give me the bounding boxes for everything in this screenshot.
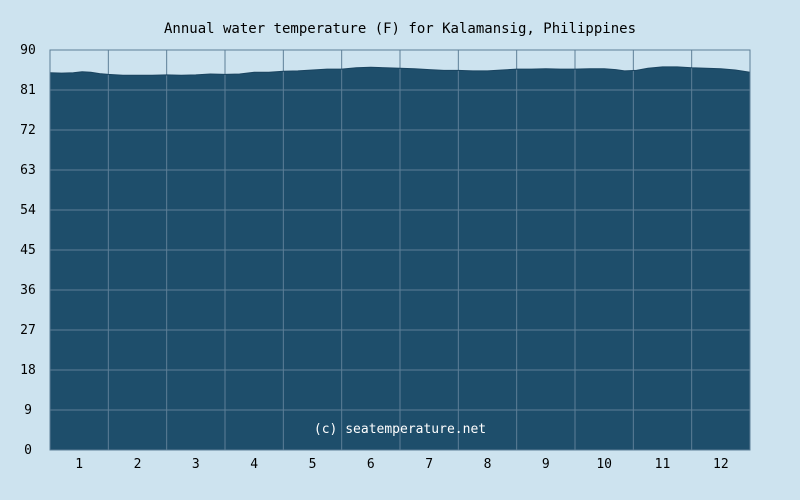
temperature-line xyxy=(49,66,751,76)
y-tick-label: 54 xyxy=(20,203,36,218)
y-tick-label: 0 xyxy=(24,443,32,458)
y-tick-label: 18 xyxy=(20,363,36,378)
x-tick-label: 6 xyxy=(367,457,375,472)
y-tick-label: 63 xyxy=(20,163,36,178)
x-tick-label: 4 xyxy=(250,457,258,472)
x-tick-label: 7 xyxy=(425,457,433,472)
x-tick-label: 12 xyxy=(713,457,729,472)
x-tick-label: 11 xyxy=(655,457,671,472)
y-axis: 0 9 18 27 36 45 54 63 72 81 90 xyxy=(20,43,36,458)
chart-title: Annual water temperature (F) for Kalaman… xyxy=(164,21,636,37)
x-tick-label: 1 xyxy=(75,457,83,472)
x-tick-label: 10 xyxy=(596,457,612,472)
x-tick-label: 5 xyxy=(309,457,317,472)
x-tick-label: 8 xyxy=(484,457,492,472)
y-tick-label: 90 xyxy=(20,43,36,58)
x-tick-label: 9 xyxy=(542,457,550,472)
grid-horizontal xyxy=(50,89,750,411)
y-tick-label: 36 xyxy=(20,283,36,298)
y-tick-label: 27 xyxy=(20,323,36,338)
y-tick-label: 72 xyxy=(20,123,36,138)
x-tick-label: 3 xyxy=(192,457,200,472)
plot-border xyxy=(49,49,751,451)
y-tick-label: 45 xyxy=(20,243,36,258)
watermark: (c) seatemperature.net xyxy=(314,422,486,437)
x-axis: 1 2 3 4 5 6 7 8 9 10 11 12 xyxy=(75,457,728,472)
y-tick-label: 9 xyxy=(24,403,32,418)
x-tick-label: 2 xyxy=(134,457,142,472)
y-tick-label: 81 xyxy=(20,83,36,98)
